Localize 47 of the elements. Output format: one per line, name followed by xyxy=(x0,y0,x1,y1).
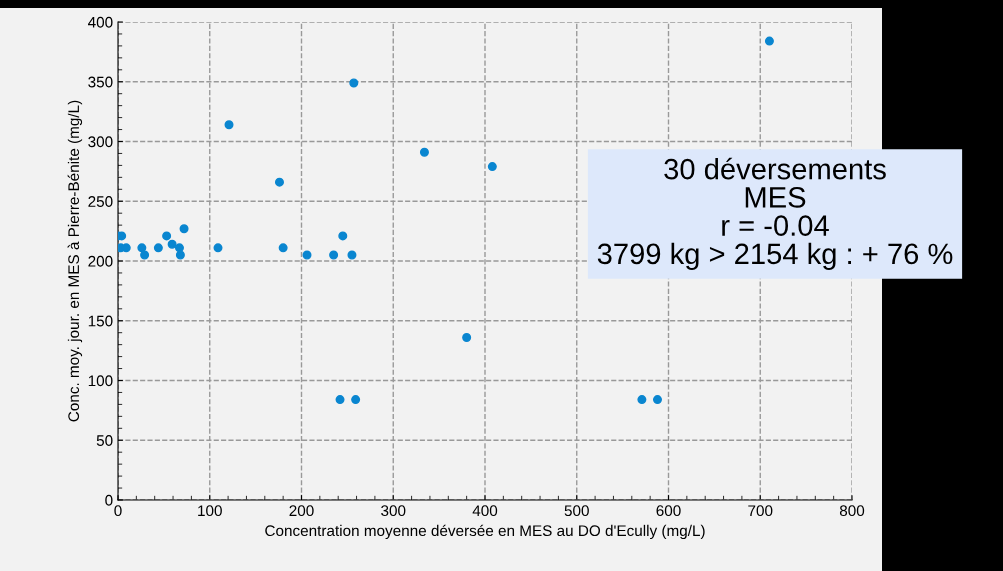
x-tick-label: 600 xyxy=(656,505,681,517)
point xyxy=(153,243,163,253)
point xyxy=(347,250,357,260)
x-tick-label: 0 xyxy=(114,505,122,517)
x-tick-label: 700 xyxy=(748,505,773,517)
point xyxy=(224,120,234,130)
point xyxy=(278,243,288,253)
x-tick-label: 500 xyxy=(564,505,589,517)
point xyxy=(167,239,177,249)
y-tick-label: 400 xyxy=(88,16,113,28)
x-tick-label: 100 xyxy=(198,505,222,517)
point xyxy=(419,147,429,157)
x-tick-label: 300 xyxy=(381,505,406,517)
point xyxy=(764,36,774,46)
point xyxy=(637,395,647,405)
point xyxy=(174,243,184,253)
y-tick-label: 0 xyxy=(105,494,113,506)
point xyxy=(349,78,359,88)
point xyxy=(351,395,361,405)
y-tick-label: 300 xyxy=(88,136,113,148)
annotation: 30 déversements MES r = -0.04 3799 kg > 2154 kg : + 76 % xyxy=(597,157,953,270)
point xyxy=(652,395,662,405)
x-axis-title: Concentration moyenne déversée en MES au DO d'Ecully (mg/L) xyxy=(265,524,705,540)
y-tick-label: 250 xyxy=(88,196,113,207)
y-tick-label: 50 xyxy=(96,435,113,446)
point xyxy=(162,231,172,241)
point xyxy=(213,243,223,253)
y-axis-title: Conc. moy. jour. en MES à Pierre-Bénite (mg/L) xyxy=(67,100,83,422)
point xyxy=(118,231,127,241)
point xyxy=(329,250,339,260)
point xyxy=(274,177,284,187)
point xyxy=(137,243,147,253)
x-tick-label: 200 xyxy=(289,505,314,517)
y-tick-label: 100 xyxy=(88,375,113,387)
point xyxy=(338,231,348,241)
point xyxy=(140,250,150,260)
y-tick-label: 200 xyxy=(88,255,113,267)
y-tick-label: 150 xyxy=(88,315,113,327)
y-tick-label: 350 xyxy=(88,76,113,88)
x-tick-label: 800 xyxy=(839,505,865,517)
point xyxy=(487,162,497,172)
point xyxy=(179,224,189,234)
point xyxy=(462,332,472,342)
x-tick-label: 400 xyxy=(472,505,498,517)
point xyxy=(302,250,312,260)
point xyxy=(335,395,345,405)
point xyxy=(175,250,185,260)
